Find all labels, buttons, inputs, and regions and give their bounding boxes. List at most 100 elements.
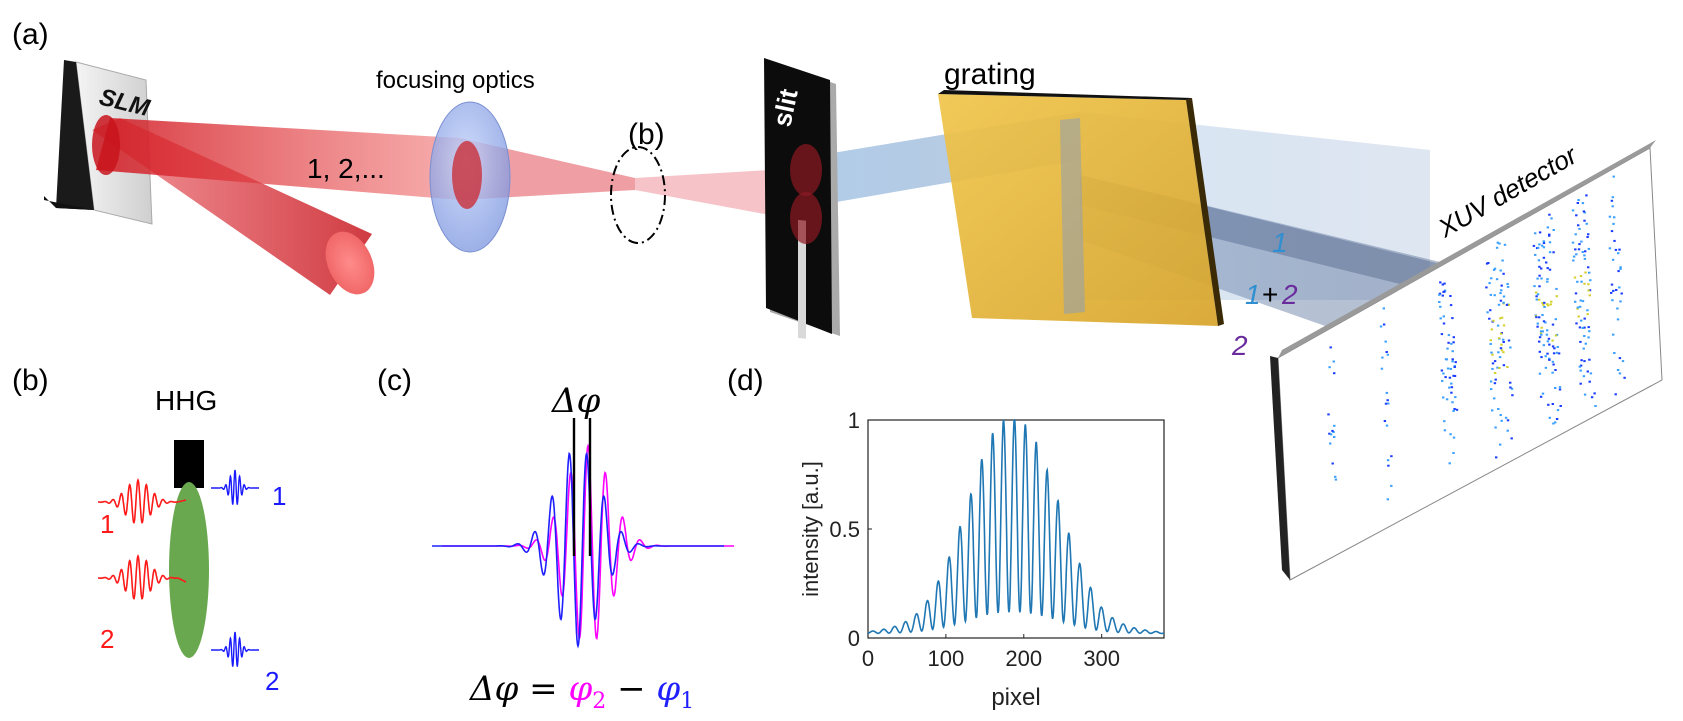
- detector-dot: [1539, 332, 1543, 335]
- detector-dot: [1618, 372, 1622, 375]
- detector-dot: [1588, 294, 1591, 297]
- delta-phi-equation: Δφ = φ2 − φ1: [468, 669, 694, 714]
- detector-dot: [1587, 283, 1590, 286]
- detector-dot: [1576, 307, 1579, 310]
- detector-dot: [1500, 343, 1503, 346]
- detector-dot: [1509, 346, 1512, 349]
- detector-dot: [1540, 326, 1543, 329]
- panel-a-label: (a): [12, 18, 49, 51]
- detector-dot: [1331, 429, 1334, 432]
- detector-dot: [1440, 333, 1444, 336]
- detector-dot: [1585, 222, 1588, 225]
- detector-dot: [1571, 241, 1575, 244]
- detector-dot: [1454, 361, 1457, 364]
- detector-dot: [1538, 298, 1541, 301]
- detector-dot: [1535, 295, 1538, 298]
- detector-dot: [1587, 266, 1590, 269]
- detector-dot: [1551, 371, 1554, 374]
- detector-dot: [1576, 202, 1579, 204]
- detector-dot: [1331, 462, 1334, 465]
- detector-dot: [1498, 242, 1501, 245]
- detector-dot: [1593, 392, 1596, 395]
- detector-dot: [1490, 388, 1493, 391]
- detector-dot: [1449, 367, 1452, 370]
- x-tick-label: 100: [928, 646, 965, 671]
- detector-dot: [1610, 199, 1614, 202]
- detector-dot: [1579, 382, 1582, 385]
- x-tick-label: 0: [862, 646, 874, 671]
- detector-dot: [1383, 420, 1387, 422]
- detector-dot: [1551, 345, 1555, 348]
- detector-dot: [1583, 326, 1586, 329]
- detector-dot: [1582, 347, 1585, 350]
- detector-dot: [1439, 305, 1442, 308]
- detector-dot: [1583, 254, 1586, 257]
- detector-dot: [1545, 333, 1549, 336]
- detector-dot: [1588, 380, 1591, 383]
- slit: slit: [764, 58, 840, 339]
- detector-dot: [1542, 246, 1546, 249]
- detector-dot: [1619, 266, 1622, 269]
- detector-dot: [1555, 295, 1558, 298]
- detector-dot: [1618, 286, 1621, 289]
- detector-dot: [1543, 306, 1546, 308]
- detector-dot: [1332, 360, 1335, 363]
- detector-dot: [1544, 321, 1547, 324]
- detector-dot: [1329, 346, 1332, 349]
- xuv-pulse-2: [211, 631, 259, 667]
- detector-dot: [1576, 306, 1580, 309]
- detector-dot: [1327, 413, 1330, 416]
- detector-dot: [1610, 230, 1614, 233]
- detector-dot: [1452, 436, 1456, 439]
- detector-dot: [1538, 350, 1541, 353]
- detector-dot: [1587, 247, 1590, 250]
- detector-dot: [1502, 272, 1505, 275]
- ir-pulse-label-2: 2: [100, 624, 114, 654]
- detector-dot: [1532, 244, 1536, 247]
- detector-dot: [1546, 352, 1549, 355]
- detector-dot: [1495, 246, 1499, 249]
- detector-dot: [1499, 347, 1503, 350]
- detector-dot: [1385, 391, 1388, 394]
- detector-dot: [1552, 251, 1555, 254]
- detector-dot: [1535, 298, 1538, 301]
- detector-dot: [1451, 358, 1454, 361]
- detector-dot: [1500, 316, 1504, 319]
- detector-dot: [1546, 340, 1550, 343]
- detector-dot: [1533, 285, 1536, 288]
- detector-dot: [1500, 349, 1504, 352]
- detector-dot: [1442, 315, 1445, 318]
- detector-dot: [1381, 356, 1384, 359]
- detector-dot: [1538, 340, 1541, 343]
- detector-dot: [1554, 387, 1557, 389]
- detector-dot: [1496, 241, 1499, 244]
- detector-dot: [1579, 364, 1583, 367]
- detector-dot: [1619, 300, 1622, 303]
- detector-dot: [1611, 299, 1614, 302]
- detector-dot: [1450, 391, 1453, 394]
- detector-dot: [1544, 355, 1547, 358]
- detector-dot: [1493, 382, 1497, 385]
- chart-line-series: [867, 418, 1165, 635]
- detector-dot: [1575, 253, 1578, 256]
- detector-dot: [1542, 303, 1545, 306]
- grating-label: grating: [944, 58, 1036, 91]
- detector-dot: [1443, 289, 1447, 292]
- gas-jet: [169, 482, 209, 658]
- detector-dot: [1489, 309, 1492, 312]
- detector-dot: [1550, 217, 1553, 220]
- detector-dot: [1577, 248, 1581, 251]
- focus-marker-label: (b): [628, 118, 665, 151]
- slm-edge: [56, 60, 94, 210]
- detector-dot: [1573, 276, 1577, 279]
- grating: [938, 90, 1224, 326]
- detector-dot: [1386, 399, 1389, 402]
- detector-dot: [1540, 356, 1543, 359]
- detector-dot: [1506, 283, 1509, 285]
- detector-dot: [1495, 456, 1498, 459]
- detector-dot: [1385, 351, 1388, 353]
- detector-dot: [1571, 209, 1575, 212]
- detector-dot: [1328, 366, 1331, 369]
- detector-dot: [1502, 341, 1505, 343]
